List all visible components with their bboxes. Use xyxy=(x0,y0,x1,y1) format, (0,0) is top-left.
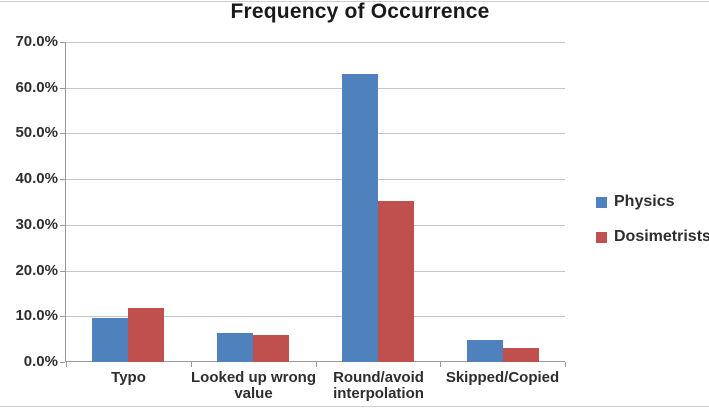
legend-item-dosimetrists: Dosimetrists xyxy=(596,228,709,246)
bar-physics-0 xyxy=(92,318,128,362)
legend-swatch-icon xyxy=(596,196,607,208)
gridline xyxy=(66,133,565,134)
x-axis-tick xyxy=(440,362,441,367)
y-axis-tick-label: 10.0% xyxy=(15,307,58,324)
y-axis-tick xyxy=(60,88,65,89)
x-axis-line xyxy=(66,361,565,362)
y-axis-tick xyxy=(60,42,65,43)
bar-dosimetrists-3 xyxy=(503,348,539,362)
x-axis-tick xyxy=(565,362,566,367)
y-axis-tick xyxy=(60,133,65,134)
plot-area xyxy=(60,42,566,367)
y-axis-tick xyxy=(60,271,65,272)
y-axis-tick xyxy=(60,316,65,317)
legend-swatch-icon xyxy=(596,231,607,243)
x-axis-category-label: Skipped/Copied xyxy=(445,369,560,386)
bar-dosimetrists-2 xyxy=(378,201,414,362)
gridline xyxy=(66,88,565,89)
y-axis-tick xyxy=(60,179,65,180)
x-axis-category-label: Round/avoid interpolation xyxy=(333,369,424,402)
gridline xyxy=(66,271,565,272)
bar-physics-1 xyxy=(217,333,253,362)
legend-label: Dosimetrists xyxy=(614,228,709,245)
legend-label: Physics xyxy=(614,193,675,210)
y-axis-tick-label: 50.0% xyxy=(15,124,58,141)
x-axis-tick xyxy=(316,362,317,367)
x-axis-category-label: Typo xyxy=(111,369,146,386)
y-axis-tick xyxy=(60,225,65,226)
y-axis-tick-label: 20.0% xyxy=(15,262,58,279)
y-axis-tick-label: 70.0% xyxy=(15,33,58,50)
bar-dosimetrists-0 xyxy=(128,308,164,362)
gridline xyxy=(66,179,565,180)
bar-physics-3 xyxy=(467,340,503,362)
figure-top-rule xyxy=(0,1,709,2)
bar-physics-2 xyxy=(342,74,378,362)
x-axis-category-label: Looked up wrong value xyxy=(191,369,316,402)
y-axis-tick-label: 60.0% xyxy=(15,79,58,96)
gridline xyxy=(66,225,565,226)
y-axis-tick-label: 0.0% xyxy=(23,353,58,370)
figure-bottom-rule xyxy=(0,406,709,407)
y-axis-tick-label: 30.0% xyxy=(15,216,58,233)
chart-title: Frequency of Occurrence xyxy=(230,0,490,23)
x-axis-tick xyxy=(66,362,67,367)
gridline xyxy=(66,316,565,317)
legend-item-physics: Physics xyxy=(596,193,709,211)
gridline xyxy=(66,42,565,43)
legend: Physics Dosimetrists xyxy=(596,193,709,263)
bar-dosimetrists-1 xyxy=(253,335,289,362)
y-axis-line xyxy=(65,42,66,362)
x-axis-tick xyxy=(191,362,192,367)
y-axis-tick xyxy=(60,362,65,363)
y-axis-tick-label: 40.0% xyxy=(15,170,58,187)
